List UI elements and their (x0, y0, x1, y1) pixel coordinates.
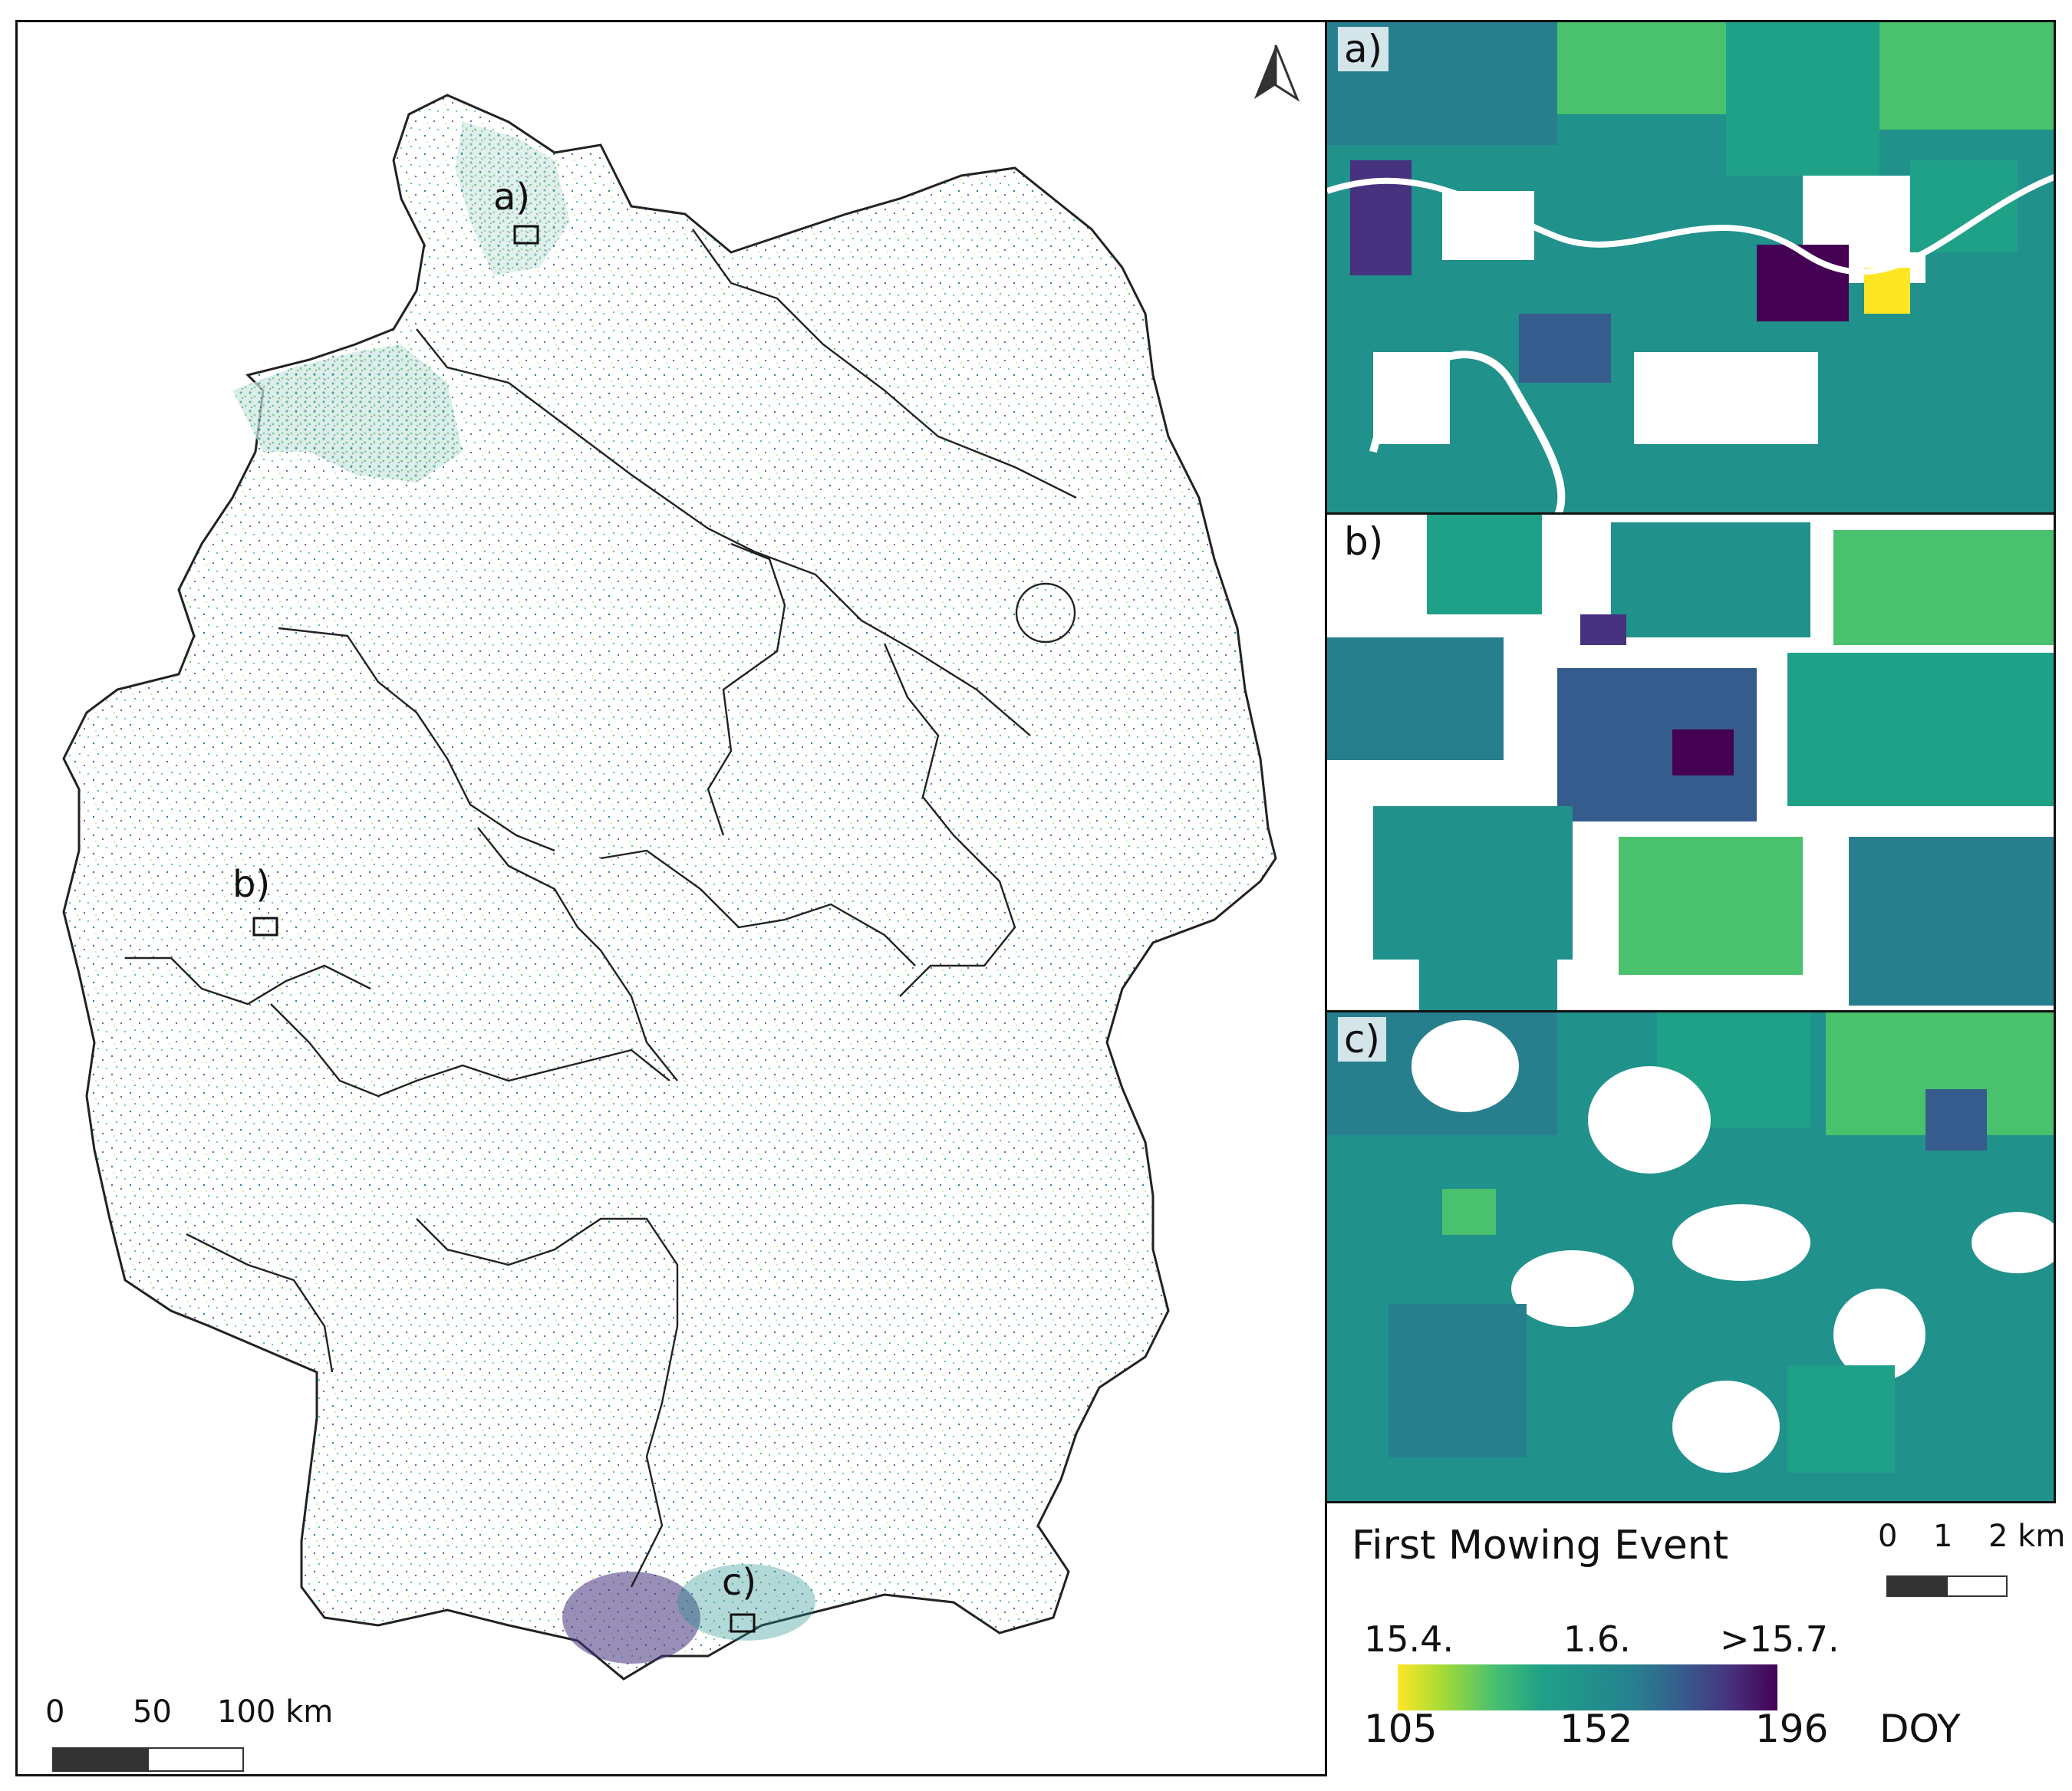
scale-tick-50: 50 (133, 1694, 172, 1730)
scale-tick-0: 0 (45, 1694, 65, 1730)
scale-tick-100: 100 km (217, 1694, 334, 1730)
legend-date-mid: 1.6. (1563, 1618, 1631, 1660)
state-borders (125, 229, 1077, 1588)
inset-panel-c: c) (1325, 1010, 2056, 1503)
region-label-b: b) (232, 863, 271, 906)
inset-panel-b: b) (1325, 512, 2056, 1012)
legend-unit: DOY (1879, 1707, 1961, 1751)
inset-panel-a: a) (1325, 20, 2056, 515)
inset-scale-tick-1: 1 (1933, 1519, 1953, 1554)
legend-title: First Mowing Event (1352, 1523, 1729, 1569)
inset-label-a: a) (1338, 27, 1389, 71)
legend-doy-196: 196 (1755, 1707, 1829, 1751)
germany-map-svg (52, 44, 1300, 1772)
north-arrow-icon (1254, 44, 1300, 102)
legend-doy-152: 152 (1560, 1707, 1633, 1751)
colorbar (1398, 1664, 1777, 1710)
inset-scale-tick-0: 0 (1878, 1519, 1898, 1554)
region-label-a: a) (493, 176, 531, 219)
legend-date-end: >15.7. (1720, 1618, 1840, 1660)
region-label-c: c) (722, 1561, 757, 1604)
main-scale-bar (52, 1747, 244, 1772)
northwest-grassland (232, 344, 463, 482)
inset-a-box (513, 225, 539, 245)
inset-c-box (730, 1613, 756, 1633)
alpine-foothills (562, 1572, 700, 1664)
inset-scale-tick-2: 2 km (1988, 1519, 2066, 1554)
germany-map-panel: a) b) c) 0 50 100 km (15, 20, 1327, 1776)
inset-label-b: b) (1338, 519, 1390, 564)
inset-label-c: c) (1338, 1017, 1386, 1062)
legend-date-start: 15.4. (1364, 1618, 1454, 1660)
inset-b-box (252, 917, 278, 937)
schleswig-grassland (455, 122, 570, 275)
germany-outline (62, 94, 1277, 1681)
legend-doy-105: 105 (1364, 1707, 1438, 1751)
